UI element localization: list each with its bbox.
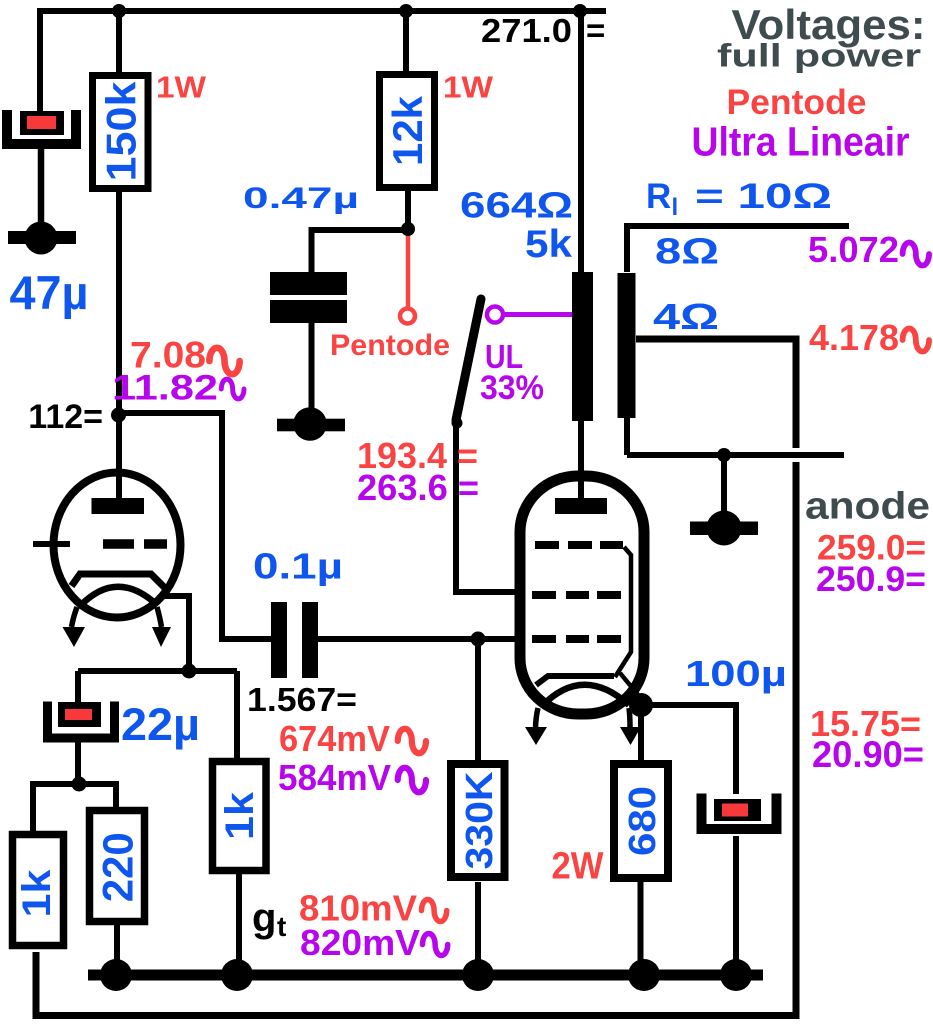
svg-text:8Ω: 8Ω: [655, 231, 719, 272]
svg-text:4Ω: 4Ω: [653, 296, 719, 337]
svg-text:33%: 33%: [480, 369, 544, 407]
svg-text:220: 220: [94, 832, 142, 902]
svg-text:Ultra Lineair: Ultra Lineair: [692, 119, 910, 165]
svg-text:0.1µ: 0.1µ: [253, 546, 343, 587]
svg-text:Voltages:: Voltages:: [732, 1, 926, 48]
svg-text:1.567=: 1.567=: [247, 681, 357, 718]
svg-text:150k: 150k: [98, 81, 145, 182]
svg-text:1k: 1k: [15, 869, 59, 918]
svg-text:12k: 12k: [384, 95, 431, 166]
svg-text:11.82: 11.82: [112, 369, 218, 408]
svg-text:t: t: [277, 911, 286, 942]
svg-text:0.47µ: 0.47µ: [243, 182, 359, 215]
svg-text:250.9=: 250.9=: [816, 560, 926, 599]
svg-text:680: 680: [622, 786, 664, 856]
svg-text:15.75=: 15.75=: [810, 703, 921, 744]
svg-text:l: l: [672, 194, 679, 221]
svg-text:47µ: 47µ: [10, 266, 89, 319]
svg-text:674mV: 674mV: [279, 718, 390, 759]
svg-text:4.178: 4.178: [809, 317, 899, 358]
svg-text:5.072: 5.072: [808, 229, 899, 270]
svg-text:5k: 5k: [525, 223, 572, 266]
svg-text:UL: UL: [485, 338, 523, 375]
svg-text:7.08: 7.08: [130, 335, 206, 376]
svg-text:193.4 =: 193.4 =: [357, 435, 478, 476]
svg-text:330K: 330K: [459, 771, 501, 870]
svg-text:g: g: [252, 896, 276, 940]
svg-text:810mV: 810mV: [299, 888, 417, 929]
svg-text:584mV: 584mV: [278, 757, 391, 798]
svg-text:1W: 1W: [156, 70, 207, 105]
svg-text:100µ: 100µ: [685, 653, 787, 694]
svg-text:2W: 2W: [552, 846, 604, 888]
svg-text:R: R: [646, 177, 671, 216]
svg-text:Pentode: Pentode: [330, 329, 450, 362]
svg-text:= 10Ω: = 10Ω: [695, 177, 832, 216]
svg-text:271.0: 271.0: [481, 12, 572, 49]
svg-text:1k: 1k: [218, 791, 262, 840]
svg-text:anode: anode: [805, 486, 930, 528]
svg-text:664Ω: 664Ω: [460, 185, 573, 226]
svg-text:Pentode: Pentode: [727, 82, 867, 122]
svg-text:259.0=: 259.0=: [817, 529, 926, 568]
svg-text:263.6 =: 263.6 =: [357, 467, 479, 508]
svg-text:full power: full power: [717, 38, 921, 74]
svg-text:820mV: 820mV: [300, 922, 420, 963]
svg-text:22µ: 22µ: [121, 699, 200, 750]
svg-text:1W: 1W: [443, 70, 494, 105]
svg-text:20.90=: 20.90=: [812, 734, 924, 775]
svg-text:=: =: [586, 12, 605, 49]
svg-text:112=: 112=: [28, 398, 103, 436]
